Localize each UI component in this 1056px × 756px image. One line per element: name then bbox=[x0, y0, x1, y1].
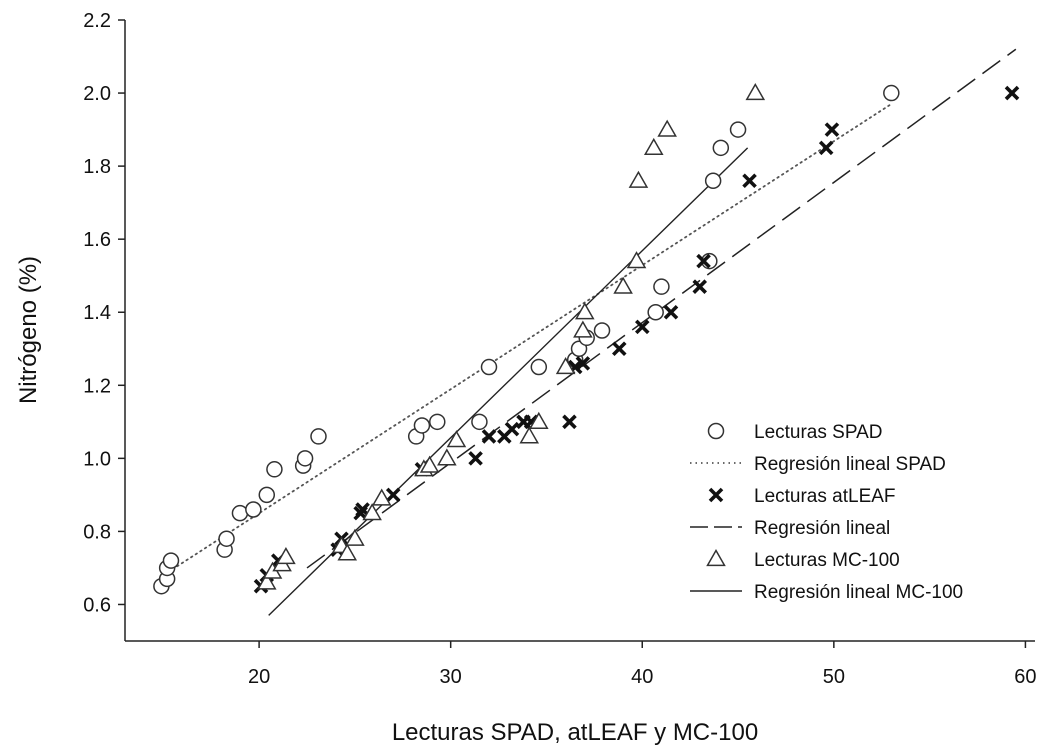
mc100-point bbox=[419, 455, 440, 473]
x-axis-ticks: 20 30 40 50 60 bbox=[248, 641, 1037, 688]
y-tick-label: 0.6 bbox=[83, 594, 111, 616]
atleaf-point bbox=[663, 304, 679, 320]
spad-point bbox=[704, 172, 722, 189]
legend-label: Lecturas MC-100 bbox=[754, 550, 900, 571]
y-tick-label: 1.2 bbox=[83, 375, 111, 397]
atleaf-point bbox=[634, 319, 650, 335]
atleaf-point bbox=[385, 487, 401, 503]
spad-point bbox=[310, 428, 327, 445]
y-tick-label: 1.4 bbox=[83, 302, 111, 324]
regression-line-solid bbox=[268, 147, 749, 616]
atleaf-point bbox=[696, 253, 711, 269]
legend-x-icon bbox=[708, 487, 724, 503]
mc100-point bbox=[745, 83, 766, 101]
x-tick-label: 40 bbox=[631, 666, 653, 688]
atleaf-point bbox=[742, 173, 757, 189]
x-axis-title: Lecturas SPAD, atLEAF y MC-100 bbox=[392, 719, 758, 746]
atleaf-point bbox=[562, 414, 577, 430]
spad-point bbox=[266, 461, 283, 478]
atleaf-point bbox=[504, 421, 520, 437]
atleaf-point bbox=[824, 122, 840, 137]
spad-point bbox=[530, 358, 548, 376]
legend-label: Lecturas SPAD bbox=[754, 422, 882, 443]
mc100-point bbox=[362, 503, 382, 521]
regression-line-dotted bbox=[162, 103, 893, 577]
legend-label: Regresión lineal SPAD bbox=[754, 454, 946, 475]
atleaf-point bbox=[818, 140, 834, 156]
atleaf-point bbox=[468, 451, 483, 466]
atleaf-point bbox=[481, 429, 497, 444]
mc100-point bbox=[519, 426, 540, 444]
spad-point bbox=[429, 413, 446, 431]
legend: Lecturas SPAD Regresión lineal SPAD Lectur… bbox=[690, 422, 963, 603]
atleaf-point bbox=[1004, 85, 1020, 101]
mc100-point bbox=[529, 411, 549, 429]
spad-point bbox=[471, 413, 488, 431]
mc100-point bbox=[437, 448, 457, 466]
mc100-point bbox=[555, 357, 576, 375]
spad-point bbox=[883, 84, 900, 102]
mc100-point bbox=[256, 572, 277, 590]
legend-circle-icon bbox=[707, 422, 725, 440]
x-tick-label: 30 bbox=[440, 666, 462, 688]
spad-point bbox=[647, 303, 664, 321]
mc100-point bbox=[657, 119, 677, 137]
spad-point bbox=[296, 450, 314, 467]
mc100-point bbox=[626, 251, 647, 269]
atleaf-point bbox=[612, 341, 627, 357]
legend-label: Regresión lineal MC-100 bbox=[754, 582, 963, 603]
y-tick-label: 1.0 bbox=[83, 448, 111, 470]
y-tick-label: 2.0 bbox=[83, 83, 111, 105]
legend-label: Regresión lineal bbox=[754, 518, 890, 539]
spad-point bbox=[218, 530, 235, 547]
mc100-point bbox=[345, 528, 365, 546]
x-tick-label: 20 bbox=[248, 666, 270, 688]
atleaf-point bbox=[692, 279, 708, 294]
data-points bbox=[153, 83, 1020, 595]
mc100-point bbox=[337, 543, 358, 561]
spad-point bbox=[480, 358, 498, 376]
y-tick-label: 1.6 bbox=[83, 229, 111, 251]
y-axis-title: Nitrógeno (%) bbox=[15, 256, 42, 404]
spad-point bbox=[729, 121, 747, 138]
mc100-point bbox=[276, 546, 296, 565]
y-tick-label: 1.8 bbox=[83, 156, 111, 178]
mc100-point bbox=[573, 320, 593, 338]
mc100-point bbox=[643, 137, 664, 155]
spad-point bbox=[712, 139, 730, 157]
y-axis-ticks: 0.6 0.8 1.0 1.2 1.4 1.6 1.8 2.0 2.2 bbox=[83, 10, 125, 616]
mc100-point bbox=[446, 430, 467, 448]
x-tick-label: 60 bbox=[1014, 666, 1036, 688]
mc100-point bbox=[371, 488, 392, 506]
y-tick-label: 2.2 bbox=[83, 10, 111, 32]
spad-point bbox=[593, 322, 611, 339]
spad-point bbox=[231, 504, 249, 522]
mc100-point bbox=[628, 170, 649, 188]
spad-point bbox=[653, 278, 670, 295]
mc100-point bbox=[613, 276, 633, 294]
spad-point bbox=[245, 501, 262, 518]
legend-label: Lecturas atLEAF bbox=[754, 486, 896, 507]
mc100-point bbox=[574, 302, 595, 320]
legend-triangle-icon bbox=[706, 548, 726, 567]
atleaf-point bbox=[575, 356, 591, 371]
spad-point bbox=[413, 417, 431, 434]
x-tick-label: 50 bbox=[823, 666, 845, 688]
spad-point bbox=[258, 486, 276, 504]
y-tick-label: 0.8 bbox=[83, 521, 111, 543]
spad-point bbox=[162, 552, 180, 569]
